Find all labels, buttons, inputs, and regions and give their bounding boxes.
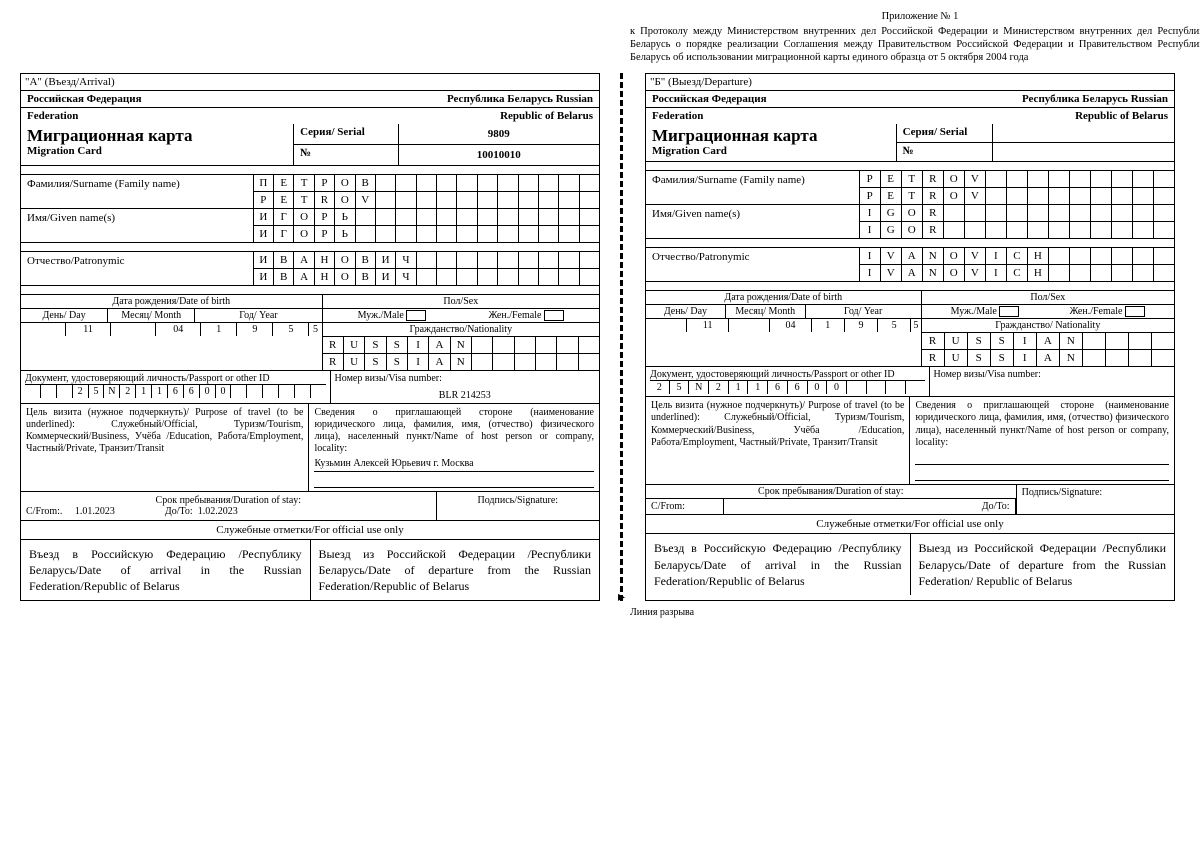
- title-block-a: Миграционная карта Migration Card Серия/…: [21, 124, 599, 166]
- surname-b: Фамилия/Surname (Family name) PETROVPETR…: [646, 171, 1174, 205]
- dob-sex-b: Дата рождения/Date of birth День/ Day Ме…: [646, 291, 1174, 367]
- female-checkbox-b[interactable]: [1125, 306, 1145, 317]
- given-a: Имя/Given name(s) ИГОРЬИГОРЬ: [21, 209, 599, 243]
- cards-container: ▸ "А" (Въезд/Arrival) Российская Федерац…: [10, 73, 1200, 602]
- countries-row2-b: Federation Republic of Belarus: [646, 108, 1174, 124]
- card-a: "А" (Въезд/Arrival) Российская Федерация…: [20, 73, 600, 602]
- number-a: 10010010: [399, 145, 599, 165]
- doc-row-b: Документ, удостоверяющий личность/Passpo…: [646, 367, 1174, 397]
- annex-note: Приложение № 1 к Протоколу между Министе…: [630, 10, 1200, 65]
- countries-row1-a: Российская Федерация Республика Беларусь…: [21, 91, 599, 108]
- doc-row-a: Документ, удостоверяющий личность/Passpo…: [21, 371, 599, 404]
- male-checkbox-a[interactable]: [406, 310, 426, 321]
- annex-title: Приложение № 1: [630, 10, 1200, 23]
- surname-a: Фамилия/Surname (Family name) ПЕТРОВPETR…: [21, 175, 599, 209]
- countries-row1-b: Российская Федерация Республика Беларусь…: [646, 91, 1174, 108]
- patronymic-a: Отчество/Patronymic ИВАНОВИЧИВАНОВИЧ: [21, 252, 599, 286]
- card-b: "Б" (Выезд/Departure) Российская Федерац…: [645, 73, 1175, 602]
- tear-arrow: ▸: [618, 589, 625, 606]
- visa-val-a: BLR 214253: [335, 390, 595, 401]
- dob-sex-a: Дата рождения/Date of birth День/ Day Ме…: [21, 295, 599, 371]
- official-a: Въезд в Российскую Федерацию /Республику…: [21, 540, 599, 601]
- stay-a: Срок пребывания/Duration of stay: С/From…: [21, 492, 599, 521]
- purpose-a: Цель визита (нужное подчеркнуть)/ Purpos…: [21, 404, 599, 492]
- male-checkbox-b[interactable]: [999, 306, 1019, 317]
- title-block-b: Миграционная карта Migration Card Серия/…: [646, 124, 1174, 163]
- serial-a: 9809: [399, 124, 599, 144]
- official-b: Въезд в Российскую Федерацию /Республику…: [646, 534, 1174, 595]
- countries-row2-a: Federation Republic of Belarus: [21, 108, 599, 124]
- annex-text: к Протоколу между Министерством внутренн…: [630, 25, 1200, 64]
- given-b: Имя/Given name(s) IGORIGOR: [646, 205, 1174, 239]
- female-checkbox-a[interactable]: [544, 310, 564, 321]
- perforation-line: [620, 73, 623, 602]
- purpose-b: Цель визита (нужное подчеркнуть)/ Purpos…: [646, 397, 1174, 485]
- section-a-header: "А" (Въезд/Arrival): [21, 74, 599, 91]
- patronymic-b: Отчество/Patronymic IVANOVICHIVANOVICH: [646, 248, 1174, 282]
- tear-line-label: Линия разрыва: [630, 607, 1200, 618]
- section-b-header: "Б" (Выезд/Departure): [646, 74, 1174, 91]
